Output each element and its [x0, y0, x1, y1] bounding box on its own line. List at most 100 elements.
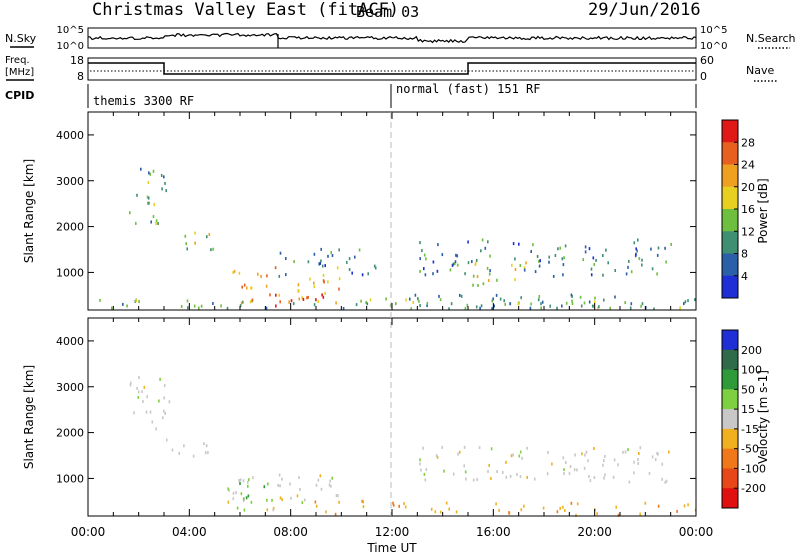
echo-cell: [441, 445, 443, 449]
echo-cell: [178, 451, 181, 455]
echo-cell: [322, 279, 325, 283]
echo-cell: [180, 305, 183, 308]
power-colorbar-tick-label: 16: [741, 203, 755, 216]
echo-cell: [278, 293, 280, 297]
echo-cell: [207, 451, 209, 455]
echo-cell: [516, 473, 518, 476]
echo-cell: [152, 169, 155, 173]
echo-cell: [579, 295, 582, 299]
echo-cell: [570, 293, 573, 297]
echo-cell: [151, 420, 154, 424]
echo-cell: [163, 384, 166, 387]
echo-cell: [185, 242, 187, 246]
echo-cell: [200, 304, 203, 308]
velocity-colorbar-swatch: [722, 468, 738, 489]
echo-cell: [163, 409, 165, 413]
echo-cell: [556, 510, 559, 514]
freq-tick-bottom: 8: [77, 70, 84, 83]
echo-cell: [436, 269, 439, 273]
echo-cell: [657, 246, 660, 250]
echo-cell: [633, 471, 635, 475]
echo-cell: [232, 271, 234, 274]
echo-cell: [249, 300, 252, 304]
echo-cell: [168, 400, 171, 404]
echo-cell: [602, 463, 604, 467]
echo-cell: [564, 509, 566, 513]
echo-cell: [392, 503, 395, 507]
echo-cell: [475, 258, 478, 262]
echo-cell: [233, 269, 236, 273]
echo-cell: [437, 243, 439, 247]
echo-cell: [501, 471, 504, 474]
echo-cell: [598, 305, 600, 309]
y-tick-label: 2000: [56, 221, 84, 234]
velocity-colorbar-tick-label: 100: [741, 364, 762, 377]
echo-cell: [158, 399, 160, 403]
echo-cell: [459, 293, 461, 297]
echo-cell: [679, 306, 681, 310]
echo-cell: [630, 302, 633, 306]
echo-cell: [583, 466, 586, 470]
echo-cell: [633, 460, 635, 464]
y-tick-label: 1000: [56, 266, 84, 279]
echo-cell: [252, 476, 254, 480]
echo-cell: [331, 476, 333, 480]
echo-cell: [419, 257, 421, 261]
echo-cell: [146, 395, 148, 399]
echo-cell: [257, 272, 259, 276]
echo-cell: [145, 410, 148, 414]
echo-cell: [146, 195, 149, 199]
echo-cell: [260, 274, 262, 278]
velocity-colorbar-tick-label: 50: [741, 383, 755, 396]
echo-cell: [635, 247, 637, 251]
echo-cell: [651, 267, 654, 271]
echo-cell: [509, 474, 512, 478]
echo-cell: [587, 459, 589, 463]
echo-cell: [519, 475, 522, 479]
echo-cell: [612, 475, 615, 479]
echo-cell: [129, 211, 131, 215]
echo-cell: [325, 510, 327, 514]
power-colorbar-swatch: [722, 164, 738, 188]
echo-cell: [540, 302, 542, 306]
echo-cell: [581, 452, 583, 456]
echo-cell: [374, 266, 377, 270]
echo-cell: [277, 484, 279, 487]
velocity-colorbar-tick-label: -50: [741, 443, 759, 456]
velocity-colorbar-tick-label: 200: [741, 344, 762, 357]
echo-cell: [159, 377, 161, 381]
echo-cell: [324, 264, 326, 268]
echo-cell: [297, 289, 300, 292]
echo-cell: [279, 300, 281, 304]
echo-cell: [436, 455, 439, 459]
echo-cell: [348, 268, 351, 272]
echo-cell: [157, 222, 159, 225]
echo-cell: [434, 510, 437, 514]
echo-cell: [605, 248, 607, 252]
echo-cell: [454, 262, 456, 265]
echo-cell: [321, 293, 323, 297]
echo-cell: [489, 269, 491, 273]
echo-cell: [147, 196, 150, 200]
echo-cell: [467, 261, 470, 265]
echo-cell: [301, 296, 303, 300]
echo-cell: [279, 251, 282, 255]
echo-cell: [210, 248, 212, 252]
echo-cell: [499, 297, 502, 301]
echo-cell: [687, 503, 689, 507]
echo-cell: [552, 274, 555, 278]
echo-cell: [240, 492, 243, 496]
echo-cell: [441, 253, 444, 257]
power-colorbar-label: Power [dB]: [756, 178, 770, 243]
echo-cell: [425, 468, 428, 472]
echo-cell: [458, 450, 461, 454]
echo-cell: [651, 455, 654, 459]
echo-cell: [481, 238, 484, 242]
echo-cell: [423, 267, 425, 271]
echo-cell: [153, 203, 155, 207]
echo-cell: [475, 305, 478, 309]
echo-cell: [565, 301, 568, 305]
echo-cell: [529, 306, 532, 310]
echo-cell: [604, 455, 606, 458]
echo-cell: [133, 411, 135, 415]
